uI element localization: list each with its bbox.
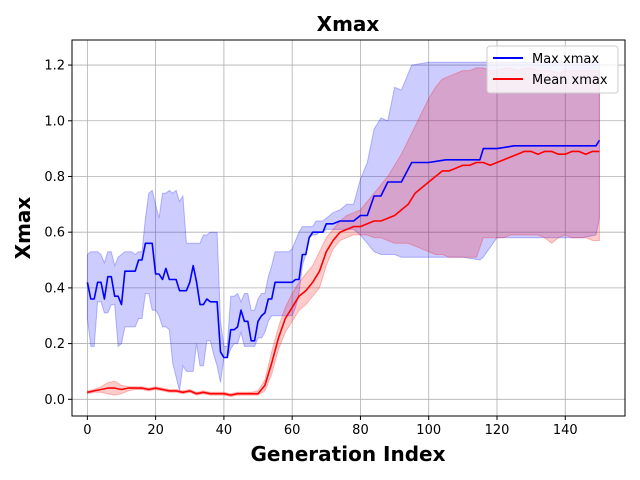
y-axis-ticks: 0.0 0.2 0.4 0.6 0.8 1.0 1.2 <box>44 59 72 408</box>
x-axis-label: Generation Index <box>251 442 446 466</box>
x-tick-label: 100 <box>416 423 441 438</box>
series-lines <box>86 139 601 396</box>
legend: Max xmax Mean xmax <box>486 45 619 94</box>
y-tick-label: 1.0 <box>44 114 65 129</box>
max-xmax-band <box>86 61 600 392</box>
x-tick-label: 80 <box>352 423 369 438</box>
grid-lines <box>72 40 625 416</box>
x-tick-label: 20 <box>147 423 164 438</box>
y-tick-label: 1.2 <box>44 59 65 74</box>
max-xmax-line <box>86 139 601 359</box>
x-tick-label: 0 <box>83 423 91 438</box>
y-tick-label: 0.4 <box>44 281 65 296</box>
y-tick-label: 0.2 <box>44 337 65 352</box>
y-tick-label: 0.0 <box>44 393 65 408</box>
legend-label-max: Max xmax <box>532 52 599 67</box>
mean-xmax-line <box>87 150 600 396</box>
y-tick-label: 0.6 <box>44 226 65 241</box>
x-tick-label: 140 <box>553 423 578 438</box>
y-tick-label: 0.8 <box>44 170 65 185</box>
chart-title: Xmax <box>317 12 380 36</box>
y-axis-label: Xmax <box>11 197 35 260</box>
x-tick-label: 40 <box>216 423 233 438</box>
legend-label-mean: Mean xmax <box>532 73 608 88</box>
confidence-bands <box>86 61 600 398</box>
x-axis-ticks: 0 20 40 60 80 100 120 140 <box>83 416 578 438</box>
x-tick-label: 60 <box>284 423 301 438</box>
mean-xmax-band <box>86 67 600 398</box>
plot-frame <box>71 39 626 417</box>
x-tick-label: 120 <box>485 423 510 438</box>
